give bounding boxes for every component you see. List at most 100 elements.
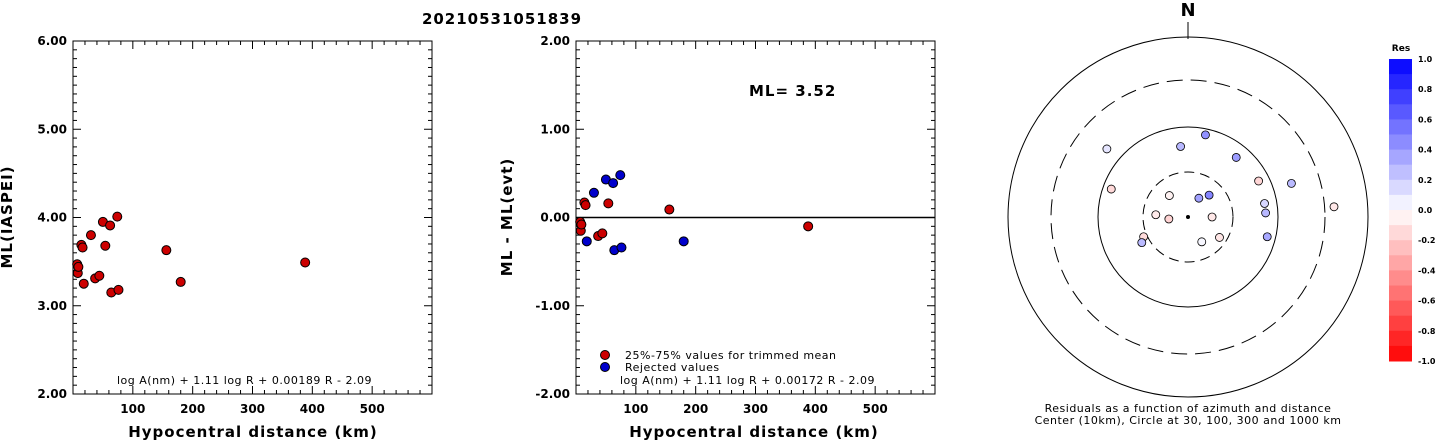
data-point xyxy=(803,221,814,232)
y-tick-label: 5.00 xyxy=(37,122,67,136)
data-point xyxy=(78,278,89,289)
data-point xyxy=(616,242,627,253)
data-point xyxy=(161,245,172,256)
tick-marks xyxy=(72,40,433,395)
data-point xyxy=(581,236,592,247)
station-point xyxy=(1106,184,1116,194)
data-point xyxy=(300,257,311,268)
x-axis-label: Hypocentral distance (km) xyxy=(629,423,879,441)
y-tick-label: 6.00 xyxy=(37,34,67,48)
x-tick-label: 300 xyxy=(743,402,768,416)
distance-ring-30km xyxy=(1142,171,1234,263)
colorbar-tick-label: 1.0 xyxy=(1418,55,1433,64)
data-point xyxy=(94,270,105,281)
epicenter-dot xyxy=(1186,215,1190,219)
data-point xyxy=(113,284,124,295)
colorbar-swatch xyxy=(1389,330,1412,347)
formula-label: log A(nm) + 1.11 log R + 0.00189 R - 2.0… xyxy=(117,374,372,387)
colorbar-swatch xyxy=(1389,164,1412,181)
y-tick-label: 2.00 xyxy=(37,387,67,401)
data-point xyxy=(608,178,619,189)
colorbar-swatch xyxy=(1389,179,1412,196)
station-point xyxy=(1262,232,1272,242)
data-point xyxy=(105,220,116,231)
caption-line-1: Residuals as a function of azimuth and d… xyxy=(1045,402,1332,415)
data-point xyxy=(175,276,186,287)
station-point xyxy=(1207,212,1217,222)
colorbar-swatch xyxy=(1389,300,1412,317)
colorbar-swatches xyxy=(1389,59,1412,362)
station-point xyxy=(1231,153,1241,162)
colorbar-swatch xyxy=(1389,315,1412,332)
colorbar-swatch xyxy=(1389,134,1412,151)
legend: 25%-75% values for trimmed mean Rejected… xyxy=(600,349,837,374)
data-point xyxy=(580,200,591,211)
distance-rings xyxy=(1007,36,1369,398)
colorbar-tick-label: 0.2 xyxy=(1418,176,1432,185)
colorbar-swatch xyxy=(1389,89,1412,105)
colorbar-swatch xyxy=(1389,240,1412,256)
colorbar-tick-label: 0.8 xyxy=(1418,85,1433,94)
data-point xyxy=(100,240,111,251)
magnitude-vs-distance-chart: 2.00 3.00 4.00 5.00 6.00 100 200 300 400 500 log… xyxy=(0,34,433,441)
x-tick-labels: 100 200 300 400 500 xyxy=(120,402,384,416)
station-point xyxy=(1197,237,1207,247)
x-tick-label: 400 xyxy=(300,402,325,416)
x-tick-labels: 100 200 300 400 500 xyxy=(623,402,887,416)
station-point xyxy=(1287,178,1296,188)
colorbar-swatch xyxy=(1389,255,1412,271)
tick-marks xyxy=(575,40,936,395)
data-point xyxy=(615,170,626,181)
station-point xyxy=(1164,191,1174,200)
colorbar-tick-label: -0.8 xyxy=(1418,327,1436,336)
y-tick-label: 2.00 xyxy=(540,34,570,48)
distance-ring-100km xyxy=(1097,126,1279,308)
distance-ring-300km xyxy=(1050,79,1326,355)
station-point xyxy=(1164,214,1174,224)
residual-colorbar: Res 1.0 0.8 0.6 0.4 0.2 0.0 -0.2 -0.4 -0.6 -0.8 -1… xyxy=(1389,44,1436,366)
data-point xyxy=(603,198,614,209)
y-tick-label: -1.00 xyxy=(535,299,570,313)
colorbar-swatch xyxy=(1389,104,1412,120)
y-tick-label: 4.00 xyxy=(37,211,67,225)
colorbar-tick-label: -0.6 xyxy=(1418,297,1436,306)
station-point xyxy=(1151,210,1161,220)
distance-ring-1000km xyxy=(1007,36,1369,398)
y-tick-labels: -2.00 -1.00 0.00 1.00 2.00 xyxy=(535,34,570,401)
colorbar-swatch xyxy=(1389,149,1412,166)
station-point xyxy=(1329,202,1339,212)
y-axis-label: ML - ML(evt) xyxy=(498,158,516,276)
residual-vs-distance-chart: -2.00 -1.00 0.00 1.00 2.00 100 200 300 400 500 M… xyxy=(498,34,936,441)
colorbar-tick-label: -0.4 xyxy=(1418,266,1436,275)
data-point xyxy=(678,236,689,247)
ml-annotation: ML= 3.52 xyxy=(749,82,836,100)
x-tick-label: 500 xyxy=(863,402,888,416)
station-point xyxy=(1102,144,1112,154)
colorbar-swatch xyxy=(1389,210,1412,226)
colorbar-tick-label: -0.2 xyxy=(1418,236,1436,245)
colorbar-swatch xyxy=(1389,119,1412,135)
colorbar-tick-label: 0.4 xyxy=(1418,146,1433,155)
data-point xyxy=(588,187,599,198)
data-points xyxy=(575,170,814,256)
y-tick-label: 0.00 xyxy=(540,211,570,225)
station-points xyxy=(1102,130,1339,248)
colorbar-swatch xyxy=(1389,270,1412,286)
data-point xyxy=(576,219,587,230)
y-tick-label: -2.00 xyxy=(535,387,570,401)
colorbar-swatch xyxy=(1389,74,1412,90)
data-point xyxy=(77,242,88,253)
formula-label: log A(nm) + 1.11 log R + 0.00172 R - 2.0… xyxy=(620,374,875,387)
station-point xyxy=(1176,142,1185,151)
station-point xyxy=(1261,208,1271,218)
station-point xyxy=(1194,193,1204,203)
x-tick-label: 200 xyxy=(180,402,205,416)
station-point xyxy=(1137,238,1147,248)
caption-line-2: Center (10km), Circle at 30, 100, 300 an… xyxy=(1035,414,1342,427)
legend-marker-rejected xyxy=(600,362,610,372)
data-point xyxy=(597,228,608,239)
colorbar-tick-label: 0.6 xyxy=(1418,115,1433,124)
legend-label-trimmed: 25%-75% values for trimmed mean xyxy=(625,349,837,362)
colorbar-swatch xyxy=(1389,59,1412,75)
